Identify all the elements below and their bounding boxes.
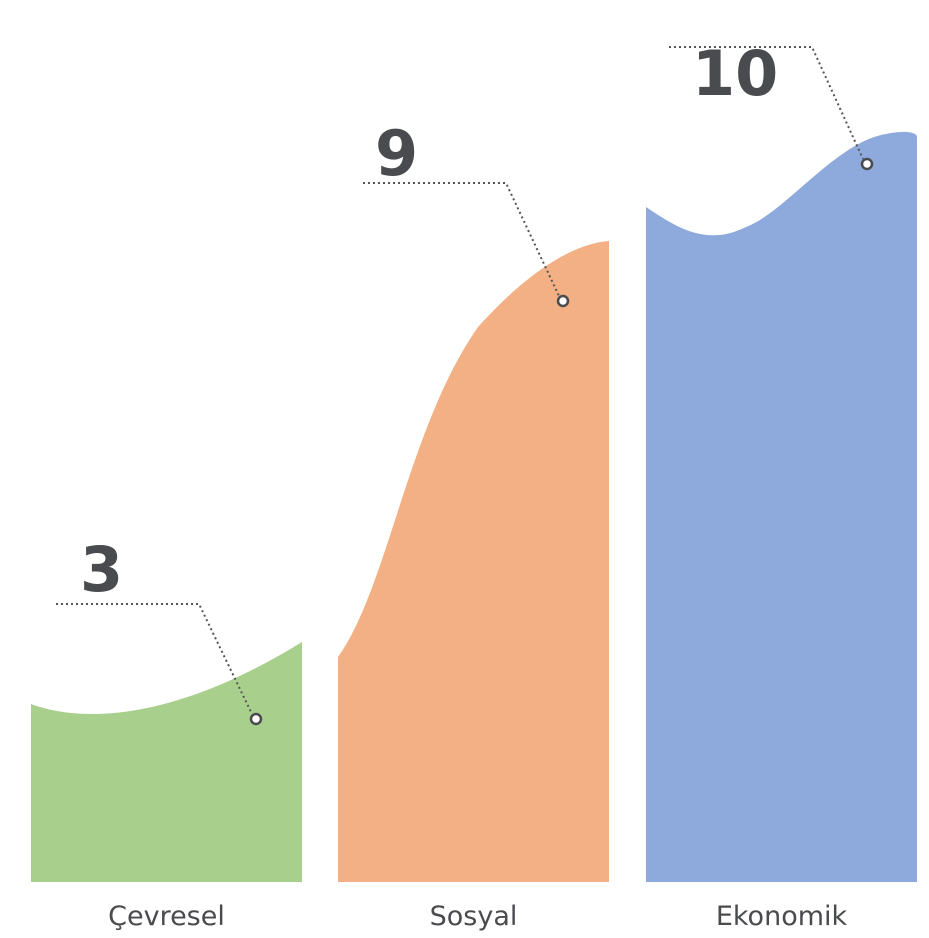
chart-leaders <box>56 46 874 726</box>
value-marker-2 <box>556 294 570 308</box>
value-label-3: 10 <box>692 37 778 110</box>
value-label-2: 9 <box>375 117 418 190</box>
chart-labels: 3 Çevresel 9 Sosyal 10 Ekonomik <box>80 37 848 932</box>
value-label-1: 3 <box>80 533 123 606</box>
chart-areas <box>31 131 917 882</box>
area-2 <box>338 241 609 882</box>
category-label-3: Ekonomik <box>716 901 848 932</box>
category-label-2: Sosyal <box>430 901 518 932</box>
value-marker-3 <box>860 157 874 171</box>
value-marker-1 <box>249 712 263 726</box>
category-label-1: Çevresel <box>108 901 225 932</box>
area-3 <box>646 131 917 882</box>
leader-line-2 <box>363 182 560 297</box>
leader-line-3 <box>669 46 864 160</box>
area-1 <box>31 642 302 882</box>
